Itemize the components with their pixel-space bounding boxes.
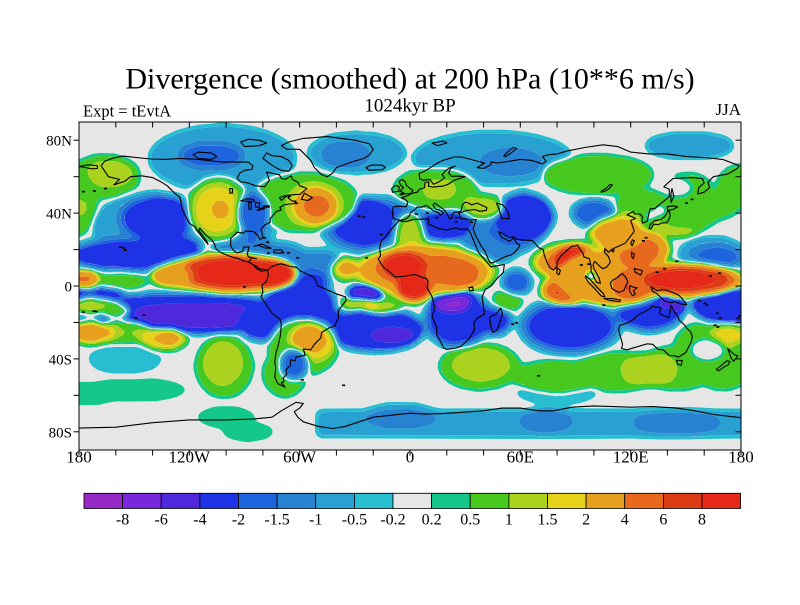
svg-text:1024kyr BP: 1024kyr BP — [364, 96, 455, 117]
svg-text:40N: 40N — [46, 207, 72, 223]
svg-text:-0.2: -0.2 — [380, 512, 405, 529]
svg-text:80S: 80S — [49, 425, 72, 441]
svg-text:80N: 80N — [46, 134, 72, 150]
svg-text:0.2: 0.2 — [422, 512, 442, 529]
svg-text:0: 0 — [406, 448, 415, 467]
svg-text:-6: -6 — [155, 512, 168, 529]
svg-text:8: 8 — [698, 512, 706, 529]
svg-text:4: 4 — [621, 512, 629, 529]
svg-text:Divergence (smoothed) at 200 h: Divergence (smoothed) at 200 hPa (10**6 … — [125, 63, 694, 96]
svg-text:Expt = tEvtA: Expt = tEvtA — [83, 102, 171, 121]
svg-text:40S: 40S — [49, 352, 72, 368]
svg-text:120W: 120W — [169, 448, 212, 467]
svg-text:180: 180 — [66, 448, 92, 467]
svg-text:-1: -1 — [309, 512, 322, 529]
svg-text:2: 2 — [582, 512, 590, 529]
svg-text:-0.5: -0.5 — [342, 512, 367, 529]
svg-text:0: 0 — [65, 280, 73, 296]
svg-text:1.5: 1.5 — [538, 512, 558, 529]
svg-text:60E: 60E — [507, 448, 534, 467]
svg-text:-1.5: -1.5 — [264, 512, 289, 529]
svg-text:60W: 60W — [283, 448, 317, 467]
svg-text:1: 1 — [505, 512, 513, 529]
svg-text:0.5: 0.5 — [460, 512, 480, 529]
svg-text:120E: 120E — [613, 448, 649, 467]
svg-text:6: 6 — [659, 512, 667, 529]
svg-text:-2: -2 — [232, 512, 245, 529]
svg-text:-4: -4 — [193, 512, 206, 529]
svg-text:JJA: JJA — [715, 100, 741, 119]
svg-text:-8: -8 — [116, 512, 129, 529]
svg-text:180: 180 — [728, 448, 754, 467]
